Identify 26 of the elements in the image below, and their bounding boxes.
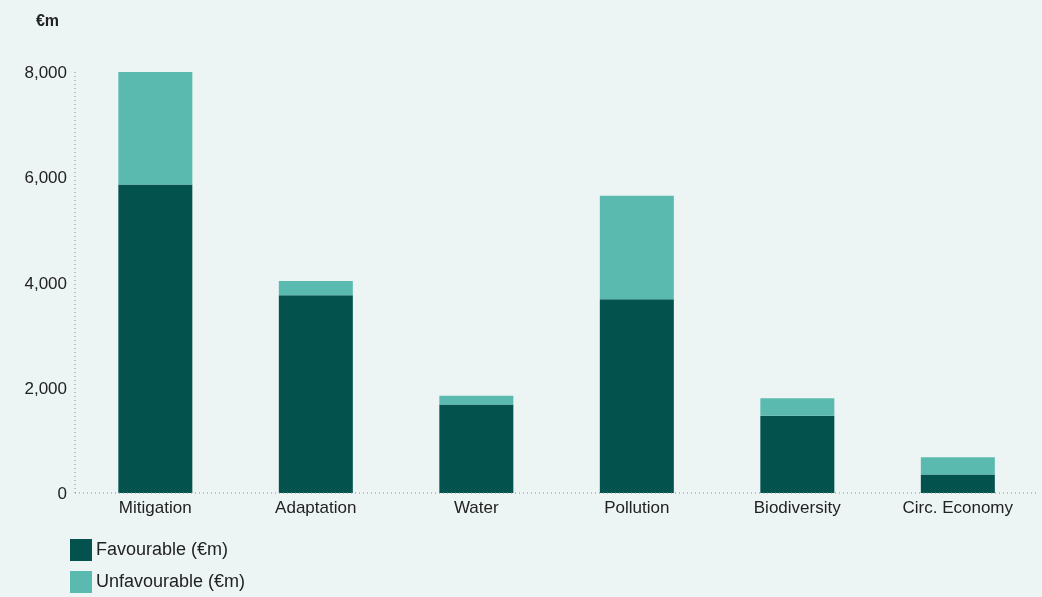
- x-tick-label: Water: [453, 498, 499, 518]
- x-tick-label: Biodiversity: [753, 498, 842, 518]
- bar: [118, 72, 193, 185]
- x-tick-label: Pollution: [604, 498, 670, 518]
- bar: [760, 398, 835, 416]
- bar: [760, 415, 835, 493]
- y-tick-label: 0: [57, 484, 67, 504]
- legend-label: Favourable (€m): [96, 539, 229, 559]
- bar: [278, 295, 353, 493]
- bar: [439, 395, 514, 405]
- bar: [278, 280, 353, 296]
- y-tick-label: 2,000: [24, 378, 67, 398]
- y-axis-title: €m: [35, 12, 60, 29]
- bar: [920, 474, 995, 493]
- legend-label: Unfavourable (€m): [96, 571, 246, 591]
- bar: [599, 299, 674, 493]
- bar: [118, 184, 193, 493]
- y-tick-label: 4,000: [24, 273, 67, 293]
- x-tick-label: Circ. Economy: [902, 498, 1014, 518]
- bar: [599, 195, 674, 300]
- x-tick-label: Mitigation: [118, 498, 192, 518]
- bar: [439, 404, 514, 493]
- y-tick-label: 6,000: [24, 168, 67, 188]
- x-tick-label: Adaptation: [275, 498, 357, 518]
- y-tick-label: 8,000: [24, 63, 67, 83]
- bar: [920, 457, 995, 475]
